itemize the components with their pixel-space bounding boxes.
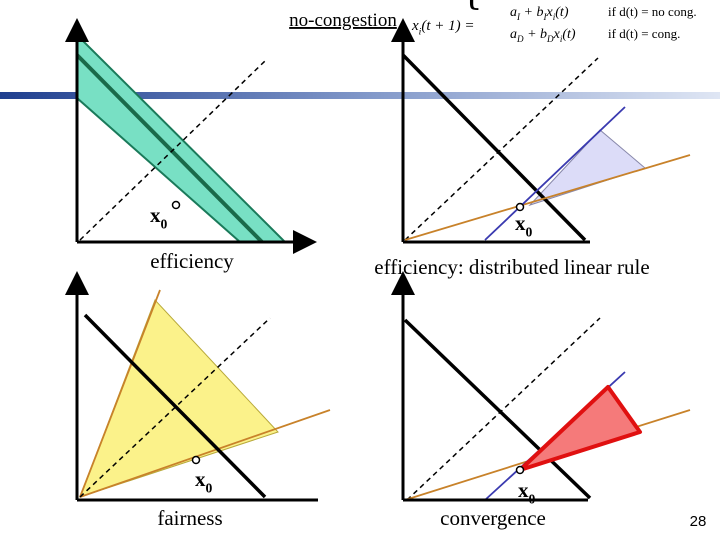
text: (t + 1) = xyxy=(421,18,474,34)
formula-case: aD + bDxi(t) xyxy=(510,27,576,44)
subscript: 0 xyxy=(526,224,533,239)
point-label: x0 xyxy=(195,467,213,495)
text: x xyxy=(150,203,161,227)
formula-condition: if d(t) = cong. xyxy=(608,26,680,41)
text: + b xyxy=(520,5,543,20)
panel-convergence xyxy=(391,271,691,502)
formula-lhs: xi(t + 1) = xyxy=(411,18,475,38)
text: + b xyxy=(524,27,547,42)
panel-efficiency xyxy=(65,18,317,254)
text: x xyxy=(553,27,561,42)
subscript: i xyxy=(553,12,556,22)
title: no-congestion xyxy=(289,10,397,31)
subscript: 0 xyxy=(206,480,213,495)
point-label: x0 xyxy=(150,203,168,231)
text: a xyxy=(510,5,517,20)
caption: efficiency: distributed linear rule xyxy=(374,255,649,279)
header-bar xyxy=(0,92,720,99)
subscript: D xyxy=(516,34,524,44)
formula: xi(t + 1) =aI + bIxi(t) if d(t) = no cong… xyxy=(411,4,697,44)
text: (t) xyxy=(562,27,576,42)
caption: efficiency xyxy=(150,249,234,273)
text: x xyxy=(411,18,419,34)
formula-condition: if d(t) = no cong. xyxy=(608,4,697,19)
subscript: 0 xyxy=(529,491,536,506)
panel-distributed xyxy=(391,18,691,244)
page-number: 28 xyxy=(690,513,707,530)
text: x xyxy=(195,467,206,491)
point-label: x0 xyxy=(515,211,533,239)
text: a xyxy=(510,27,517,42)
subscript: i xyxy=(560,34,563,44)
text: (t) xyxy=(555,5,569,20)
text: x xyxy=(546,5,554,20)
subscript: I xyxy=(542,12,547,22)
subscript: i xyxy=(419,27,422,38)
brace: { xyxy=(460,0,483,13)
subscript: D xyxy=(546,34,554,44)
caption: fairness xyxy=(157,506,222,530)
text: x xyxy=(515,211,526,235)
caption: convergence xyxy=(440,506,546,530)
panel-fairness xyxy=(65,271,331,502)
formula-case: aI + bIxi(t) xyxy=(510,5,569,22)
text: x xyxy=(518,478,529,502)
subscript: I xyxy=(516,12,521,22)
point-label: x0 xyxy=(518,478,536,506)
subscript: 0 xyxy=(161,216,168,231)
